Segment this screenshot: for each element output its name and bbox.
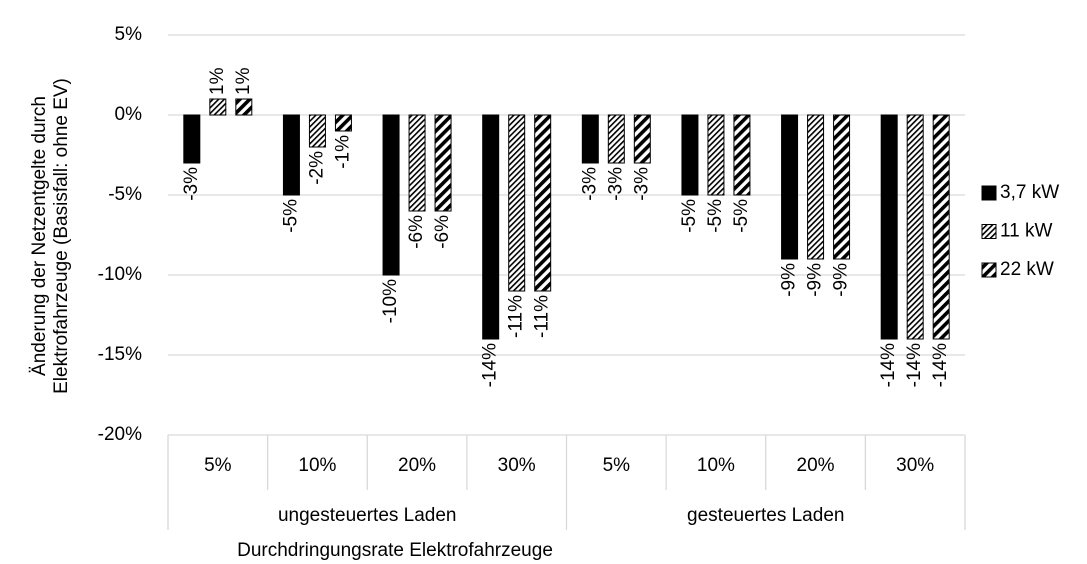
data-label: -10% [380, 279, 401, 323]
legend-label: 3,7 kW [1000, 182, 1059, 203]
y-tick-label: 5% [115, 24, 143, 45]
category-group-label: ungesteuertes Laden [278, 505, 457, 526]
y-tick-label: -5% [108, 184, 142, 205]
y-axis-title: Elektrofahrzeuge (Basisfall: ohne EV) [51, 78, 72, 394]
data-label: -14% [904, 343, 925, 387]
bar [681, 114, 699, 196]
x-tick-label: 10% [697, 455, 735, 476]
legend-label: 22 kW [1000, 259, 1054, 280]
bar [382, 114, 400, 276]
bar [183, 114, 201, 164]
bar [733, 114, 751, 196]
y-tick-label: 0% [115, 104, 143, 125]
legend-swatch [981, 185, 997, 201]
bar [508, 114, 526, 292]
data-label: -3% [631, 167, 652, 201]
data-label: -6% [406, 215, 427, 249]
y-tick-label: -10% [98, 264, 142, 285]
data-label: -3% [181, 167, 202, 201]
x-tick-label: 5% [603, 455, 631, 476]
x-tick-label: 5% [204, 455, 232, 476]
data-label: -5% [280, 199, 301, 233]
bar [807, 114, 825, 260]
legend-swatch [981, 262, 997, 278]
bar [581, 114, 599, 164]
data-label: -1% [332, 135, 353, 169]
data-label: -9% [805, 263, 826, 297]
data-label: 1% [233, 67, 254, 95]
x-tick-label: 10% [298, 455, 336, 476]
x-tick-label: 20% [797, 455, 835, 476]
bar [282, 114, 300, 196]
data-label: -3% [579, 167, 600, 201]
data-label: -6% [432, 215, 453, 249]
data-label: -11% [506, 295, 527, 338]
data-label: -5% [731, 199, 752, 233]
x-tick-label: 30% [498, 455, 536, 476]
bar [781, 114, 799, 260]
bar [235, 98, 253, 116]
bar [607, 114, 625, 164]
bar [308, 114, 326, 148]
x-tick-label: 30% [896, 455, 934, 476]
data-label: -5% [679, 199, 700, 233]
bar [434, 114, 452, 212]
data-label: -9% [779, 263, 800, 297]
data-label: -14% [480, 343, 501, 387]
bar [633, 114, 651, 164]
category-group-label: gesteuertes Laden [687, 505, 844, 526]
bar [707, 114, 725, 196]
data-label: -3% [605, 167, 626, 201]
bar [408, 114, 426, 212]
data-label: -2% [306, 151, 327, 185]
legend-label: 11 kW [1000, 221, 1053, 242]
bar [534, 114, 552, 292]
bar [833, 114, 851, 260]
y-tick-label: -20% [98, 424, 142, 445]
data-label: -11% [532, 295, 553, 338]
bar [334, 114, 352, 132]
data-label: -14% [930, 343, 951, 387]
bar [906, 114, 924, 340]
data-label: -5% [705, 199, 726, 233]
legend-swatch [981, 224, 997, 239]
bar [482, 114, 500, 340]
x-tick-label: 20% [398, 455, 436, 476]
y-tick-label: -15% [98, 344, 142, 365]
bar [880, 114, 898, 340]
data-label: -14% [878, 343, 899, 387]
data-label: 1% [207, 67, 228, 95]
x-axis-title: Durchdringungsrate Elektrofahrzeuge [237, 540, 553, 561]
y-axis-title: Änderung der Netzentgelte durch [29, 96, 50, 376]
bar [209, 98, 227, 116]
data-label: -9% [831, 263, 852, 297]
bar [932, 114, 950, 340]
